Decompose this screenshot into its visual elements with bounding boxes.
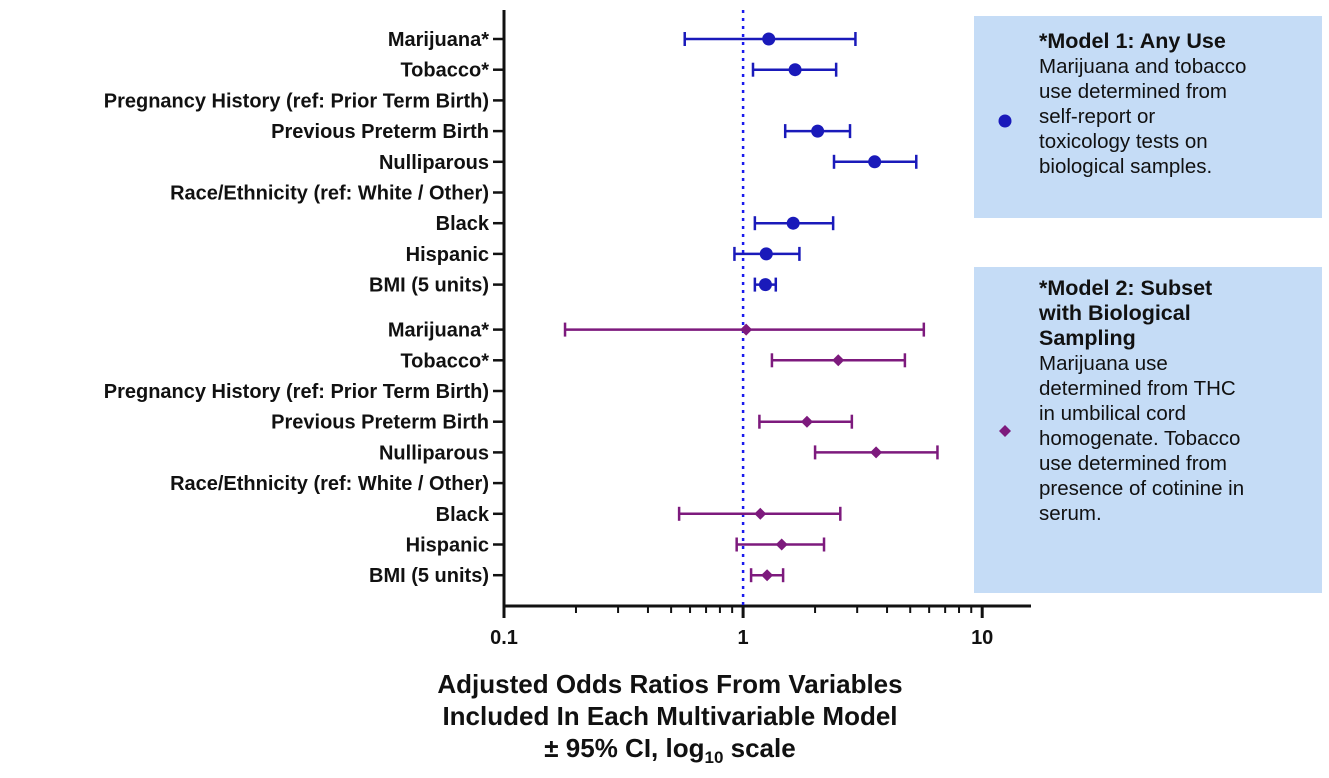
category-label: Marijuana* xyxy=(388,320,489,342)
category-label: Hispanic xyxy=(406,535,489,557)
odds-ratio-point xyxy=(754,507,767,520)
odds-ratio-point xyxy=(758,278,772,292)
odds-ratio-point xyxy=(759,247,773,261)
category-label: Previous Preterm Birth xyxy=(271,412,489,434)
odds-ratio-point xyxy=(811,124,825,138)
odds-ratio-point xyxy=(832,354,845,367)
x-axis-label: Adjusted Odds Ratios From Variables Incl… xyxy=(420,668,920,774)
odds-ratio-point xyxy=(761,569,774,582)
category-label: Tobacco* xyxy=(400,350,489,372)
odds-ratio-point xyxy=(868,155,882,169)
category-label: Marijuana* xyxy=(388,29,489,51)
legend-model-2-title: *Model 2: Subset with Biological Samplin… xyxy=(1039,276,1213,350)
x-axis-label-line-3: ± 95% CI, log10 scale xyxy=(544,733,796,768)
category-label: Black xyxy=(436,504,490,526)
category-label: Nulliparous xyxy=(379,152,489,174)
odds-ratio-point xyxy=(775,538,788,551)
legend-model-2-description: Marijuana use determined from THC in umb… xyxy=(1039,352,1245,525)
category-label: BMI (5 units) xyxy=(369,275,489,297)
legend-model-2: *Model 2: Subset with Biological Samplin… xyxy=(974,267,1322,593)
odds-ratio-point xyxy=(870,446,883,459)
x-axis-label-line-2: Included In Each Multivariable Model xyxy=(442,701,898,731)
category-label: Pregnancy History (ref: Prior Term Birth… xyxy=(104,381,489,403)
legend-model-1-description: Marijuana and tobacco use determined fro… xyxy=(1039,55,1247,178)
x-axis-label-line-1: Adjusted Odds Ratios From Variables xyxy=(437,669,903,699)
legend-marker-diamond-icon xyxy=(999,425,1011,437)
category-label: Hispanic xyxy=(406,244,489,266)
odds-ratio-point xyxy=(786,216,800,230)
category-label: Race/Ethnicity (ref: White / Other) xyxy=(170,473,489,495)
odds-ratio-point xyxy=(788,63,802,77)
category-label: Race/Ethnicity (ref: White / Other) xyxy=(170,183,489,205)
x-tick-label: 10 xyxy=(971,627,993,649)
category-label: Black xyxy=(436,213,490,235)
x-tick-label: 1 xyxy=(738,627,749,649)
category-label: Tobacco* xyxy=(400,60,489,82)
odds-ratio-point xyxy=(740,323,753,336)
x-tick-label: 0.1 xyxy=(490,627,518,649)
legend-model-1: *Model 1: Any Use Marijuana and tobacco … xyxy=(974,16,1322,218)
odds-ratio-point xyxy=(800,415,813,428)
category-label: BMI (5 units) xyxy=(369,565,489,587)
category-label: Nulliparous xyxy=(379,442,489,464)
legend-model-1-title: *Model 1: Any Use xyxy=(1039,29,1226,53)
category-label: Pregnancy History (ref: Prior Term Birth… xyxy=(104,90,489,112)
legend-marker-circle-icon xyxy=(998,114,1012,128)
category-label: Previous Preterm Birth xyxy=(271,121,489,143)
odds-ratio-point xyxy=(762,32,776,46)
